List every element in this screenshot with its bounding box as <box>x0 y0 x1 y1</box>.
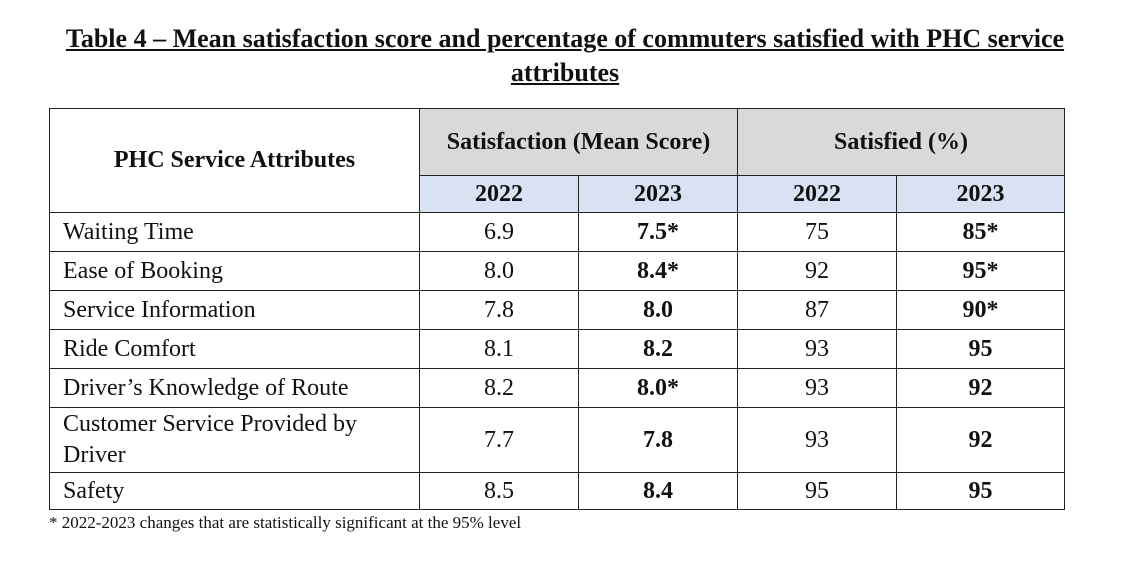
row-pct-2023: 92 <box>896 407 1066 473</box>
table-row: Safety 8.5 8.4 95 95 <box>49 472 1066 510</box>
row-pct-2023: 95 <box>896 472 1066 510</box>
row-sat-2023: 7.8 <box>577 407 739 473</box>
row-sat-2022: 7.8 <box>419 290 579 330</box>
row-sat-2023: 8.0* <box>577 368 739 408</box>
row-sat-2022: 6.9 <box>419 212 579 252</box>
row-pct-2022: 93 <box>737 407 898 473</box>
row-pct-2023: 92 <box>896 368 1066 408</box>
row-pct-2022: 75 <box>737 212 898 252</box>
table-title: Table 4 – Mean satisfaction score and pe… <box>65 24 1065 87</box>
row-sat-2023: 7.5* <box>577 212 739 252</box>
row-sat-2023: 8.2 <box>577 329 739 369</box>
row-pct-2022: 92 <box>737 251 898 291</box>
table-row: Ease of Booking 8.0 8.4* 92 95* <box>49 251 1066 291</box>
row-sat-2022: 8.2 <box>419 368 579 408</box>
row-sat-2022: 8.0 <box>419 251 579 291</box>
row-sat-2022: 8.5 <box>419 472 579 510</box>
row-pct-2023: 95 <box>896 329 1066 369</box>
row-sat-2023: 8.4 <box>577 472 739 510</box>
row-pct-2022: 93 <box>737 329 898 369</box>
header-attribute: PHC Service Attributes <box>49 108 420 213</box>
row-sat-2022: 7.7 <box>419 407 579 473</box>
header-year-pct-2022: 2022 <box>737 175 898 213</box>
satisfaction-table: PHC Service Attributes Satisfaction (Mea… <box>49 108 1066 510</box>
header-satisfied-percent: Satisfied (%) <box>737 108 1066 176</box>
row-pct-2023: 85* <box>896 212 1066 252</box>
header-satisfaction-mean: Satisfaction (Mean Score) <box>418 108 739 176</box>
table-row: Driver’s Knowledge of Route 8.2 8.0* 93 … <box>49 368 1066 408</box>
row-sat-2023: 8.0 <box>577 290 739 330</box>
row-attribute: Customer Service Provided by Driver <box>49 407 420 473</box>
table-row: Customer Service Provided by Driver 7.7 … <box>49 407 1066 473</box>
row-attribute: Ride Comfort <box>49 329 420 369</box>
row-attribute: Driver’s Knowledge of Route <box>49 368 420 408</box>
row-sat-2023: 8.4* <box>577 251 739 291</box>
table-footnote: * 2022-2023 changes that are statistical… <box>49 513 522 532</box>
table-row: Ride Comfort 8.1 8.2 93 95 <box>49 329 1066 369</box>
row-attribute: Service Information <box>49 290 420 330</box>
row-pct-2022: 87 <box>737 290 898 330</box>
header-year-sat-2023: 2023 <box>577 175 739 213</box>
table-row: Waiting Time 6.9 7.5* 75 85* <box>49 212 1066 252</box>
header-year-pct-2023: 2023 <box>896 175 1066 213</box>
row-pct-2023: 90* <box>896 290 1066 330</box>
row-sat-2022: 8.1 <box>419 329 579 369</box>
row-attribute: Safety <box>49 472 420 510</box>
row-attribute: Ease of Booking <box>49 251 420 291</box>
row-pct-2023: 95* <box>896 251 1066 291</box>
header-year-sat-2022: 2022 <box>419 175 579 213</box>
row-attribute: Waiting Time <box>49 212 420 252</box>
row-pct-2022: 93 <box>737 368 898 408</box>
row-pct-2022: 95 <box>737 472 898 510</box>
table-row: Service Information 7.8 8.0 87 90* <box>49 290 1066 330</box>
